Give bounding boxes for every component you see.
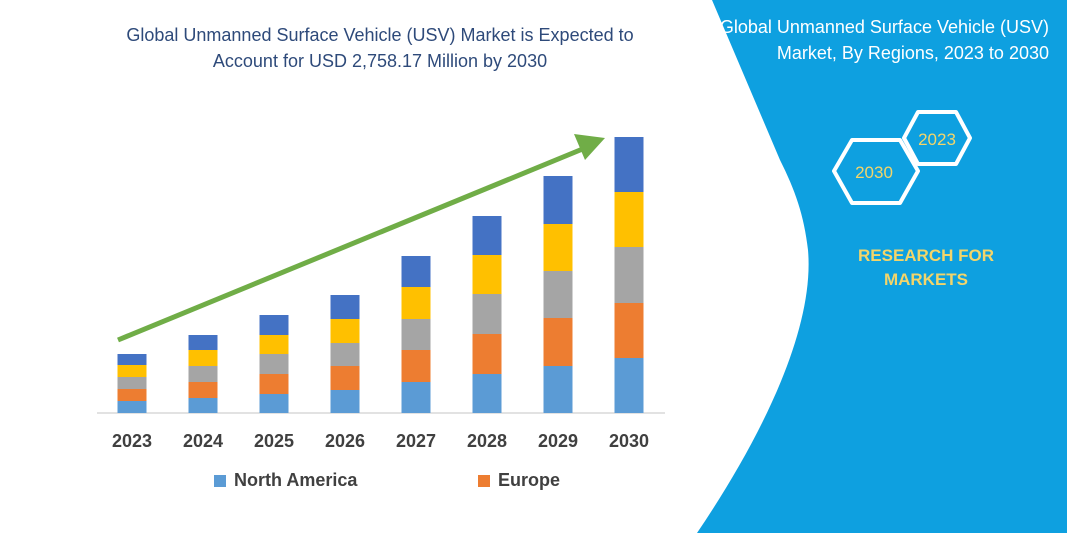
- x-tick-2029: 2029: [538, 431, 578, 451]
- legend-item-europe: Europe: [478, 470, 560, 491]
- bar-segment-2023-s3: [117, 365, 147, 377]
- bar-segment-2023-s4: [117, 354, 147, 365]
- bar-segment-2029-s0: [543, 366, 573, 413]
- bar-segment-2030-s2: [614, 247, 644, 303]
- x-tick-2030: 2030: [609, 431, 649, 451]
- bar-segment-2025-s3: [259, 335, 289, 354]
- bar-segment-2024-s0: [188, 398, 218, 413]
- bar-segment-2029-s3: [543, 224, 573, 271]
- legend-swatch: [478, 474, 490, 487]
- x-tick-2026: 2026: [325, 431, 365, 451]
- bar-segment-2026-s0: [330, 390, 360, 413]
- legend-swatch: [214, 474, 226, 487]
- bar-segment-2027-s3: [401, 287, 431, 319]
- bar-segment-2025-s4: [259, 315, 289, 335]
- legend-item-north-america: North America: [214, 470, 357, 491]
- x-tick-2028: 2028: [467, 431, 507, 451]
- bars: [117, 137, 644, 413]
- bar-segment-2024-s2: [188, 366, 218, 382]
- bar-segment-2024-s1: [188, 382, 218, 398]
- bar-segment-2024-s3: [188, 350, 218, 366]
- bar-segment-2028-s3: [472, 255, 502, 294]
- bar-segment-2027-s1: [401, 350, 431, 382]
- brand-text: RESEARCH FOR MARKETS: [857, 246, 994, 289]
- hex-label-2023: 2023: [918, 130, 956, 149]
- bar-segment-2026-s3: [330, 319, 360, 343]
- bar-segment-2030-s3: [614, 192, 644, 247]
- bar-segment-2028-s2: [472, 294, 502, 334]
- bar-segment-2029-s1: [543, 318, 573, 366]
- bar-segment-2028-s0: [472, 374, 502, 413]
- bar-segment-2030-s0: [614, 358, 644, 413]
- bar-segment-2023-s2: [117, 377, 147, 389]
- x-tick-labels: 2023 2024 2025 2026 2027 2028 2029 2030: [112, 431, 649, 451]
- hexagon-2030: [832, 138, 920, 205]
- bar-segment-2027-s0: [401, 382, 431, 413]
- x-tick-2023: 2023: [112, 431, 152, 451]
- x-tick-2025: 2025: [254, 431, 294, 451]
- chart-title: Global Unmanned Surface Vehicle (USV) Ma…: [126, 25, 634, 71]
- side-panel-bg: [697, 0, 1067, 533]
- bar-segment-2024-s4: [188, 335, 218, 350]
- bar-segment-2023-s1: [117, 389, 147, 401]
- x-tick-2027: 2027: [396, 431, 436, 451]
- bar-segment-2023-s0: [117, 401, 147, 413]
- bar-segment-2029-s4: [543, 176, 573, 224]
- bar-segment-2025-s1: [259, 374, 289, 394]
- bar-segment-2027-s4: [401, 256, 431, 287]
- hex-label-2030: 2030: [855, 163, 893, 182]
- bar-segment-2026-s2: [330, 343, 360, 366]
- bar-segment-2027-s2: [401, 319, 431, 350]
- legend-label: North America: [234, 470, 358, 490]
- bar-segment-2028-s4: [472, 216, 502, 255]
- bar-segment-2026-s4: [330, 295, 360, 319]
- bar-segment-2030-s1: [614, 303, 644, 358]
- x-tick-2024: 2024: [183, 431, 223, 451]
- hexagon-2023: [902, 110, 972, 166]
- bar-segment-2025-s2: [259, 354, 289, 374]
- bar-segment-2026-s1: [330, 366, 360, 390]
- side-panel-title: Global Unmanned Surface Vehicle (USV) Ma…: [719, 17, 1049, 63]
- bar-segment-2029-s2: [543, 271, 573, 318]
- bar-segment-2025-s0: [259, 394, 289, 413]
- legend-label: Europe: [498, 470, 561, 490]
- bar-segment-2028-s1: [472, 334, 502, 374]
- bar-segment-2030-s4: [614, 137, 644, 192]
- trend-arrow: [117, 134, 605, 343]
